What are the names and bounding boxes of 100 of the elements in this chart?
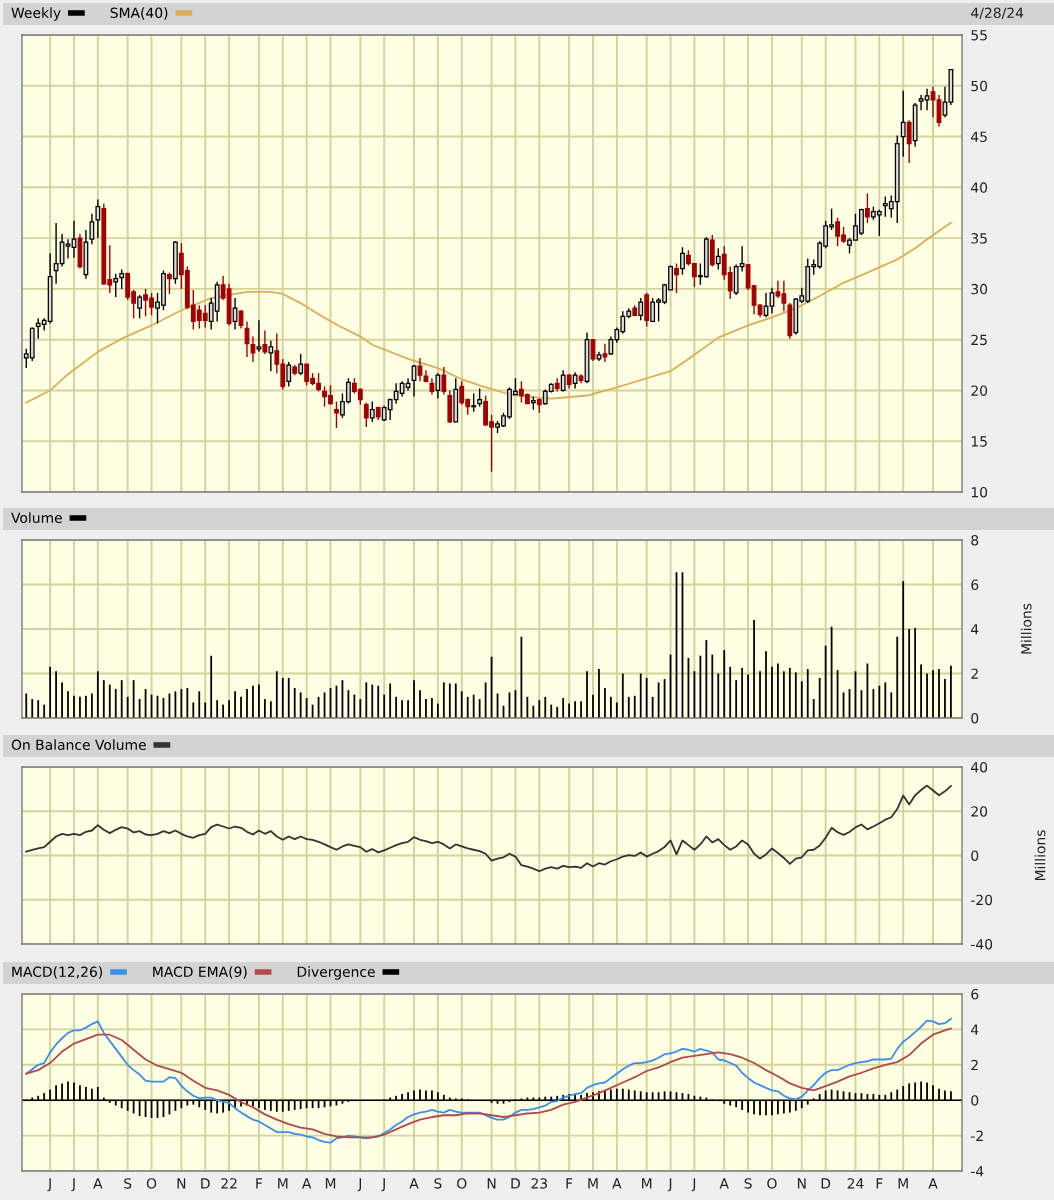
legend-label: Weekly bbox=[11, 7, 61, 21]
candlestick bbox=[334, 400, 339, 429]
candlestick bbox=[71, 220, 77, 259]
y-tick-label: 40 bbox=[971, 182, 988, 193]
candlestick bbox=[864, 192, 870, 224]
y-tick-label: 50 bbox=[971, 80, 988, 92]
y-tick-label: 55 bbox=[971, 30, 987, 41]
x-tick-label: O bbox=[146, 1178, 157, 1189]
y-tick-label: 4 bbox=[971, 1024, 979, 1035]
x-tick-label: D bbox=[821, 1178, 831, 1189]
candlestick bbox=[298, 353, 304, 376]
candlestick bbox=[250, 335, 256, 363]
line-series bbox=[25, 221, 952, 404]
y-tick-label: 2 bbox=[971, 1059, 978, 1071]
candlestick bbox=[471, 392, 477, 413]
x-tick-label: J bbox=[691, 1178, 696, 1192]
x-tick-label: J bbox=[381, 1178, 385, 1192]
x-tick-label: A bbox=[612, 1178, 622, 1189]
y-tick-label: 0 bbox=[971, 1095, 979, 1106]
y-tick-label: 0 bbox=[971, 850, 979, 861]
y-tick-label: 10 bbox=[971, 486, 988, 498]
x-tick-label: J bbox=[47, 1178, 51, 1192]
candlestick bbox=[95, 198, 101, 239]
y-tick-label: 6 bbox=[971, 988, 979, 1000]
x-tick-label: A bbox=[93, 1178, 103, 1189]
candlestick bbox=[638, 297, 644, 322]
x-tick-label: F bbox=[256, 1178, 263, 1189]
x-tick-label: M bbox=[898, 1178, 908, 1189]
candlestick bbox=[674, 262, 679, 294]
x-tick-label: N bbox=[177, 1178, 186, 1189]
x-tick-label: J bbox=[667, 1178, 672, 1192]
candlestick bbox=[477, 387, 483, 408]
x-tick-label: A bbox=[719, 1178, 729, 1189]
y-tick-label: 35 bbox=[971, 233, 987, 244]
candlestick bbox=[435, 372, 441, 400]
candlestick bbox=[602, 343, 608, 363]
y-tick-label: 0 bbox=[971, 712, 979, 724]
candlestick bbox=[119, 268, 125, 290]
y-tick-label: 20 bbox=[971, 385, 988, 396]
legend-label: Divergence bbox=[297, 966, 375, 980]
x-tick-label: N bbox=[797, 1178, 806, 1189]
x-tick-label: A bbox=[928, 1178, 938, 1189]
x-tick-label: O bbox=[767, 1178, 777, 1189]
x-tick-label: N bbox=[487, 1178, 496, 1189]
x-tick-label: A bbox=[302, 1178, 312, 1189]
x-tick-label: S bbox=[434, 1178, 442, 1189]
x-tick-label: S bbox=[744, 1178, 752, 1189]
y-axis-title: Millions bbox=[1034, 830, 1046, 881]
x-tick-label: 23 bbox=[531, 1178, 548, 1189]
x-tick-label: M bbox=[325, 1178, 336, 1189]
y-tick-label: -2 bbox=[971, 1130, 983, 1141]
candlestick bbox=[680, 246, 685, 276]
x-tick-label: 22 bbox=[221, 1178, 237, 1189]
x-tick-label: O bbox=[457, 1178, 467, 1189]
candlestick bbox=[900, 90, 906, 158]
candlestick bbox=[441, 366, 447, 396]
candlestick bbox=[417, 357, 423, 382]
legend-label: MACD EMA(9) bbox=[153, 966, 247, 979]
x-tick-label: J bbox=[357, 1178, 362, 1192]
x-tick-label: A bbox=[409, 1178, 419, 1189]
y-tick-label: 45 bbox=[971, 131, 987, 143]
text: 4/28/24 bbox=[971, 7, 1024, 20]
x-tick-label: S bbox=[124, 1178, 132, 1189]
candlestick bbox=[137, 294, 143, 320]
y-axis-title: Millions bbox=[1020, 603, 1032, 654]
candlestick bbox=[363, 401, 369, 428]
legend-label: MACD(12,26) bbox=[12, 966, 103, 979]
candlestick bbox=[906, 119, 912, 164]
y-tick-label: 20 bbox=[971, 806, 988, 817]
x-tick-label: D bbox=[511, 1178, 520, 1189]
legend-label: On Balance Volume bbox=[11, 739, 146, 751]
y-tick-label: 8 bbox=[971, 534, 979, 546]
candlestick bbox=[89, 213, 95, 245]
y-tick-label: -4 bbox=[971, 1166, 984, 1177]
candlestick bbox=[286, 361, 292, 388]
candlestick bbox=[167, 271, 172, 295]
y-tick-label: 15 bbox=[971, 436, 987, 447]
candlestick bbox=[930, 86, 936, 118]
y-tick-label: -40 bbox=[971, 938, 993, 950]
candlestick bbox=[113, 272, 119, 298]
legend-label: Volume bbox=[11, 512, 62, 524]
y-tick-label: 4 bbox=[971, 624, 979, 635]
candlestick bbox=[268, 339, 274, 372]
x-tick-label: M bbox=[642, 1178, 652, 1189]
y-tick-label: -20 bbox=[971, 894, 993, 906]
x-tick-label: D bbox=[201, 1178, 210, 1189]
y-tick-label: 25 bbox=[971, 334, 987, 346]
legend-label: SMA(40) bbox=[110, 7, 168, 20]
x-tick-label: M bbox=[588, 1178, 598, 1189]
y-tick-label: 6 bbox=[971, 579, 979, 590]
candlestick bbox=[262, 329, 268, 355]
x-tick-label: M bbox=[278, 1178, 288, 1189]
line-series bbox=[25, 784, 952, 873]
x-tick-label: F bbox=[566, 1178, 573, 1189]
candlestick bbox=[369, 400, 375, 423]
y-tick-label: 2 bbox=[971, 668, 978, 679]
y-tick-label: 30 bbox=[971, 283, 988, 295]
x-tick-label: J bbox=[71, 1178, 75, 1192]
candlestick bbox=[256, 319, 262, 353]
candlestick bbox=[715, 247, 721, 271]
